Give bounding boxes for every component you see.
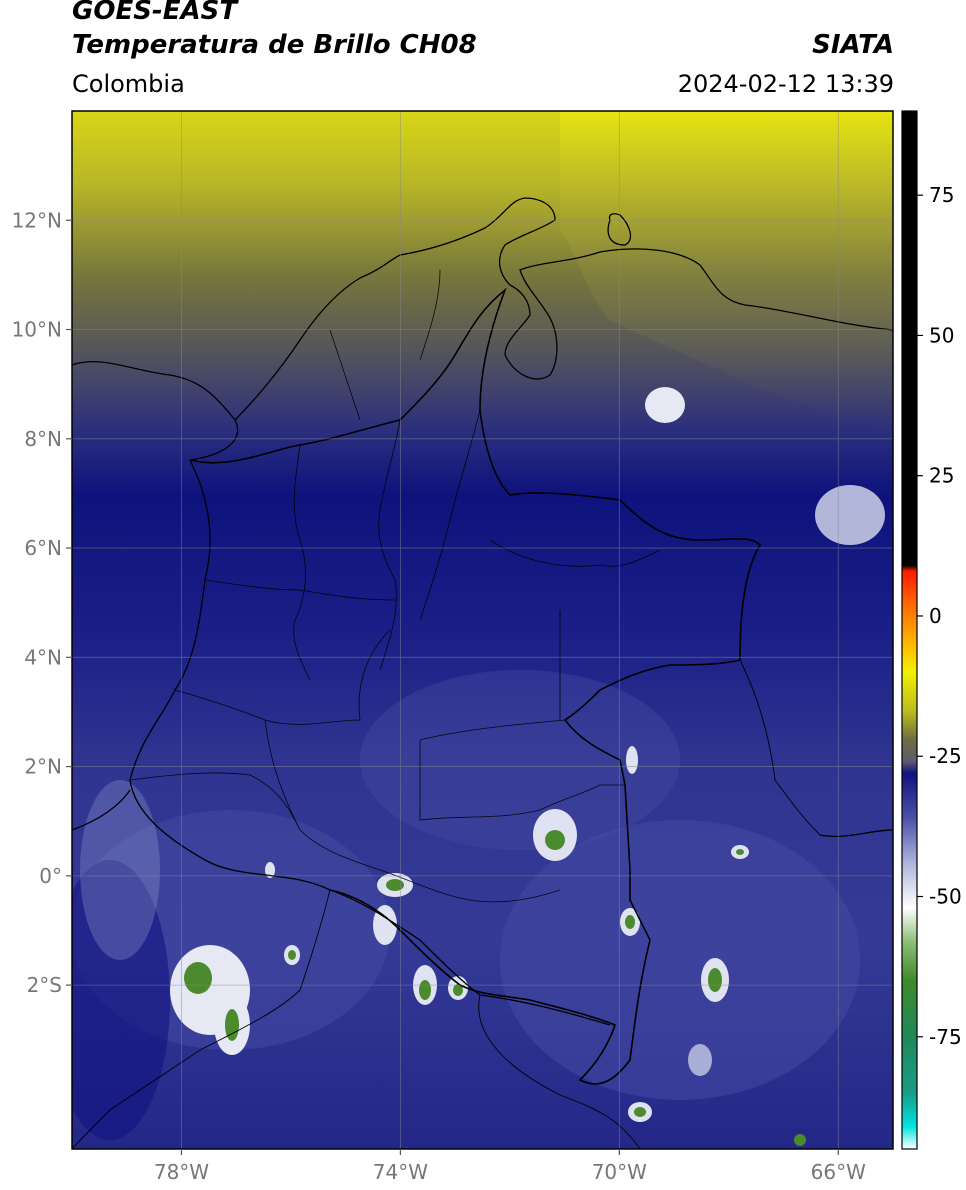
lat-tick-label: 12°N xyxy=(12,208,62,232)
latitude-ticks: 12°N 10°N 8°N 6°N 4°N 2°N 0° 2°S xyxy=(12,208,72,997)
lon-tick-label: 74°W xyxy=(373,1160,428,1184)
lon-tick-label: 66°W xyxy=(811,1160,866,1184)
colorbar-tick-label: -25 xyxy=(929,744,962,768)
agency-label: SIATA xyxy=(812,30,894,60)
lat-tick-label: 10°N xyxy=(12,318,62,342)
longitude-ticks: 78°W 74°W 70°W 66°W xyxy=(154,1149,866,1184)
colorbar xyxy=(901,110,918,1150)
lat-tick-label: 6°N xyxy=(24,536,62,560)
lat-tick-label: 2°N xyxy=(24,755,62,779)
lon-tick-label: 70°W xyxy=(592,1160,647,1184)
brightness-temperature-field xyxy=(72,111,893,1149)
colorbar-ticks: 75 50 25 0 -25 -50 -75 xyxy=(917,183,962,1049)
lat-tick-label: 4°N xyxy=(24,645,62,669)
lon-tick-label: 78°W xyxy=(154,1160,209,1184)
datetime-label: 2024-02-12 13:39 xyxy=(677,70,894,98)
colombia-border xyxy=(189,287,762,1085)
colorbar-tick-label: 25 xyxy=(929,464,954,488)
region-label: Colombia xyxy=(72,70,185,98)
colorbar-tick-label: -75 xyxy=(929,1025,962,1049)
coastlines-and-borders xyxy=(72,197,893,1026)
colorbar-tick-label: 50 xyxy=(929,323,954,347)
colorbar-tick-label: 0 xyxy=(929,604,942,628)
lat-tick-label: 0° xyxy=(39,864,62,888)
map-frame xyxy=(71,110,894,1150)
department-boundaries xyxy=(129,269,661,903)
product-title: Temperatura de Brillo CH08 xyxy=(72,30,477,60)
colorbar-tick-label: 75 xyxy=(929,183,954,207)
lat-tick-label: 8°N xyxy=(24,427,62,451)
graticule xyxy=(72,111,893,1149)
lat-tick-label: 2°S xyxy=(27,973,62,997)
colorbar-tick-label: -50 xyxy=(929,885,962,909)
satellite-title: GOES-EAST xyxy=(72,0,238,26)
